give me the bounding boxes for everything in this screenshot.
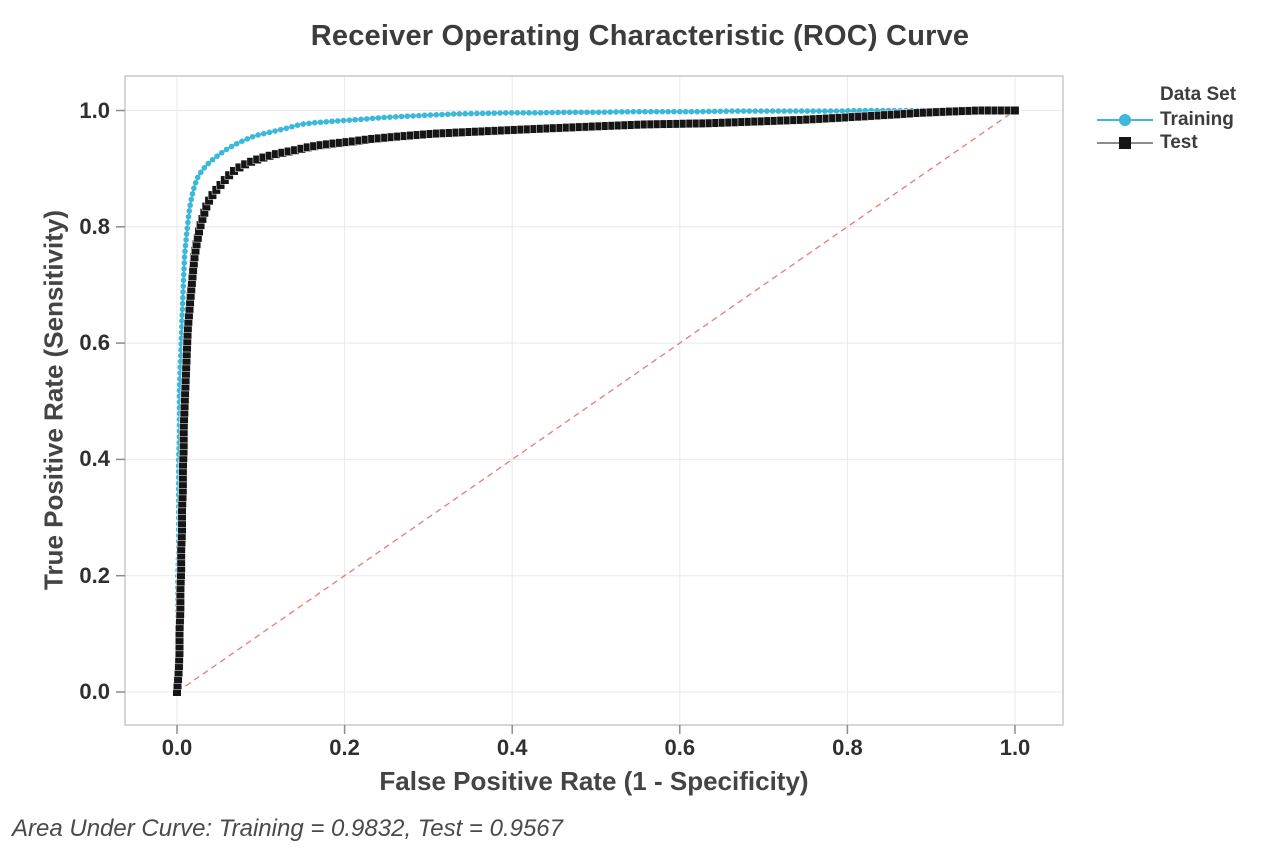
x-tick-label: 1.0 [999,735,1031,760]
training-marker-icon [1097,113,1153,126]
x-tick-label: 0.8 [832,735,863,760]
legend-label-test: Test [1160,131,1198,153]
legend-entry-test: Test [1096,131,1236,154]
legend: Data Set Training Test [1096,84,1236,154]
y-axis-title: True Positive Rate (Sensitivity) [38,209,69,591]
y-tick-label: 0.2 [79,562,110,588]
x-tick-label: 0.2 [329,735,360,760]
y-tick-label: 0.8 [79,213,110,239]
y-tick-label: 0.4 [79,446,110,472]
x-tick-label: 0.6 [664,735,696,760]
x-tick-label: 0.4 [496,735,528,760]
y-tick-label: 1.0 [79,97,110,123]
auc-footnote: Area Under Curve: Training = 0.9832, Tes… [12,815,564,842]
legend-title: Data Set [1160,84,1237,105]
legend-label-training: Training [1160,108,1234,130]
chart-title: Receiver Operating Characteristic (ROC) … [310,20,970,52]
legend-entry-training: Training [1096,108,1236,131]
test-marker-icon [1097,136,1153,149]
y-tick-label: 0.0 [79,679,110,704]
y-tick-label: 0.6 [79,330,110,356]
x-tick-label: 0.0 [161,735,193,760]
x-axis-title: False Positive Rate (1 - Specificity) [379,766,809,796]
